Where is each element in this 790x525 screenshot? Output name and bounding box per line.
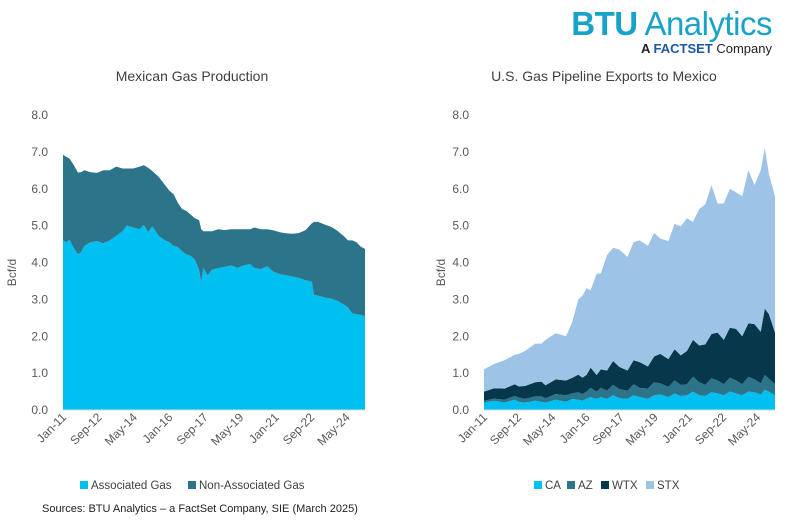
exports-y-tick-label: 1.0 bbox=[452, 366, 469, 380]
production-x-tick-label: Sep-22 bbox=[280, 410, 317, 447]
logo-brand-bold: BTU bbox=[571, 5, 638, 42]
production-y-tick-label: 7.0 bbox=[31, 145, 48, 159]
production-x-tick-label: May-24 bbox=[314, 410, 352, 448]
production-legend-swatch bbox=[80, 481, 88, 489]
exports-x-tick-label: May-14 bbox=[520, 410, 558, 448]
production-legend-swatch bbox=[188, 481, 196, 489]
production-x-tick-label: May-14 bbox=[102, 410, 140, 448]
exports-y-tick-label: 8.0 bbox=[452, 108, 469, 122]
exports-y-tick-label: 2.0 bbox=[452, 329, 469, 343]
exports-legend-label: AZ bbox=[578, 480, 593, 492]
exports-legend-swatch bbox=[534, 481, 542, 489]
exports-chart-title: U.S. Gas Pipeline Exports to Mexico bbox=[491, 68, 717, 84]
production-x-tick-label: Jan-21 bbox=[246, 410, 282, 446]
exports-legend-label: STX bbox=[657, 480, 680, 492]
exports-legend-label: WTX bbox=[612, 480, 638, 492]
exports-legend-swatch bbox=[646, 481, 654, 489]
exports-area-stx bbox=[484, 148, 775, 392]
btu-analytics-logo: BTU Analytics A FACTSET Company bbox=[571, 6, 772, 56]
source-note: Sources: BTU Analytics – a FactSet Compa… bbox=[42, 503, 358, 515]
exports-y-axis-label: Bcf/d bbox=[434, 259, 448, 286]
exports-x-tick-label: Jan-16 bbox=[557, 410, 593, 446]
production-legend-label: Non-Associated Gas bbox=[199, 480, 305, 492]
production-chart-title: Mexican Gas Production bbox=[116, 68, 269, 84]
production-y-tick-label: 8.0 bbox=[31, 108, 48, 122]
production-x-tick-label: Jan-16 bbox=[140, 410, 176, 446]
logo-subtitle: A FACTSET Company bbox=[571, 42, 772, 56]
production-y-tick-label: 4.0 bbox=[31, 256, 48, 270]
exports-y-tick-label: 0.0 bbox=[452, 403, 469, 417]
exports-area-az bbox=[484, 375, 775, 403]
exports-y-tick-label: 3.0 bbox=[452, 292, 469, 306]
exports-x-tick-label: May-24 bbox=[725, 410, 763, 448]
production-area-non-associated-gas bbox=[63, 154, 365, 317]
logo-sub-prefix: A bbox=[640, 41, 654, 56]
exports-y-tick-label: 7.0 bbox=[452, 145, 469, 159]
exports-x-tick-label: Sep-22 bbox=[692, 410, 729, 447]
exports-y-tick-label: 6.0 bbox=[452, 182, 469, 196]
logo-sub-suffix: Company bbox=[712, 41, 772, 56]
exports-x-tick-label: Sep-12 bbox=[487, 410, 524, 447]
exports-x-tick-label: Jan-21 bbox=[659, 410, 695, 446]
exports-legend-label: CA bbox=[545, 480, 561, 492]
production-y-tick-label: 6.0 bbox=[31, 182, 48, 196]
exports-y-tick-label: 4.0 bbox=[452, 256, 469, 270]
exports-x-tick-label: May-19 bbox=[623, 410, 661, 448]
logo-brand: BTU Analytics bbox=[571, 6, 772, 42]
exports-area-ca bbox=[484, 389, 775, 410]
logo-brand-rest: Analytics bbox=[637, 5, 772, 42]
production-x-tick-label: Sep-17 bbox=[174, 410, 211, 447]
exports-legend-swatch bbox=[601, 481, 609, 489]
production-y-tick-label: 1.0 bbox=[31, 366, 48, 380]
exports-area-wtx bbox=[484, 308, 775, 401]
logo-factset: FACTSET bbox=[653, 41, 713, 56]
exports-x-tick-label: Sep-17 bbox=[589, 410, 626, 447]
production-x-tick-label: May-19 bbox=[208, 410, 246, 448]
production-x-tick-label: Sep-12 bbox=[67, 410, 104, 447]
exports-y-tick-label: 5.0 bbox=[452, 219, 469, 233]
production-legend-label: Associated Gas bbox=[91, 480, 172, 492]
production-y-axis-label: Bcf/d bbox=[5, 259, 19, 286]
production-y-tick-label: 0.0 bbox=[31, 403, 48, 417]
production-y-tick-label: 5.0 bbox=[31, 219, 48, 233]
production-y-tick-label: 2.0 bbox=[31, 329, 48, 343]
production-y-tick-label: 3.0 bbox=[31, 292, 48, 306]
exports-legend-swatch bbox=[567, 481, 575, 489]
production-area-associated-gas bbox=[63, 224, 365, 410]
